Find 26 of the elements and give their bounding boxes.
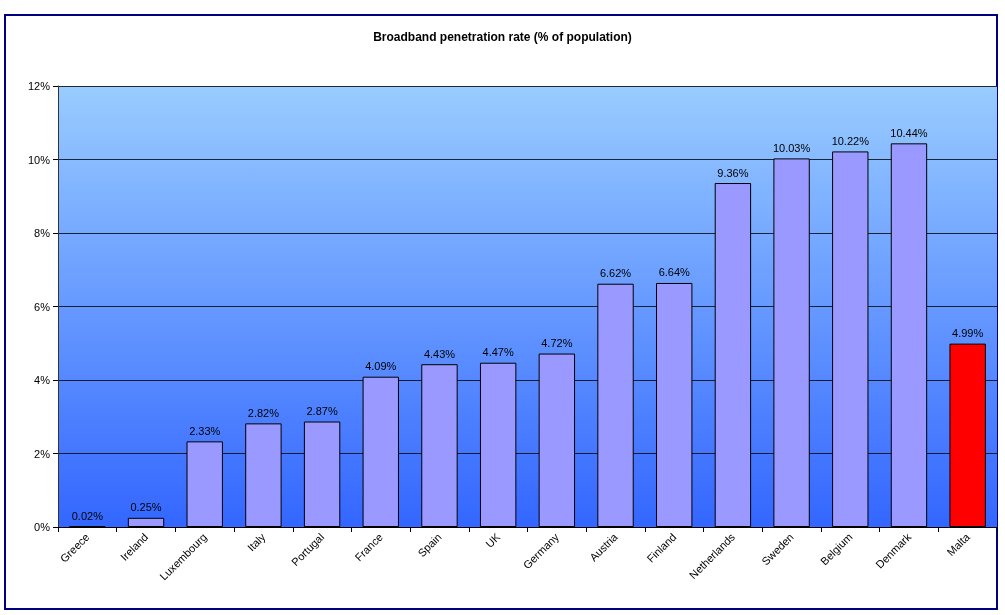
data-label: 4.99% bbox=[952, 327, 984, 340]
y-tick-label: 0% bbox=[34, 521, 51, 533]
data-label: 10.03% bbox=[772, 141, 811, 154]
chart-title: Broadband penetration rate (% of population) bbox=[373, 30, 632, 44]
data-label: 4.43% bbox=[423, 347, 456, 360]
data-label: 10.22% bbox=[831, 134, 870, 147]
y-tick-label: 10% bbox=[27, 153, 51, 166]
x-tick-label: Italy bbox=[244, 530, 268, 554]
y-tick-label: 2% bbox=[34, 447, 51, 460]
y-tick-label: 8% bbox=[34, 227, 51, 239]
data-label: 0.02% bbox=[71, 509, 104, 522]
data-label: 2.33% bbox=[189, 424, 221, 437]
y-tick-label: 4% bbox=[34, 374, 51, 386]
y-tick-label: 12% bbox=[27, 80, 51, 92]
x-tick-label: UK bbox=[483, 530, 503, 551]
data-label: 0.25% bbox=[130, 501, 162, 514]
data-label: 6.64% bbox=[658, 266, 691, 279]
data-label: 2.82% bbox=[247, 406, 280, 419]
data-label: 10.44% bbox=[890, 126, 928, 139]
data-label: 4.47% bbox=[482, 346, 514, 359]
data-label: 6.62% bbox=[599, 267, 632, 280]
y-tick-label: 6% bbox=[34, 300, 51, 313]
data-label: 2.87% bbox=[306, 405, 338, 418]
data-label: 9.36% bbox=[717, 166, 749, 179]
data-label: 4.09% bbox=[365, 360, 397, 373]
data-label: 4.72% bbox=[541, 337, 573, 350]
